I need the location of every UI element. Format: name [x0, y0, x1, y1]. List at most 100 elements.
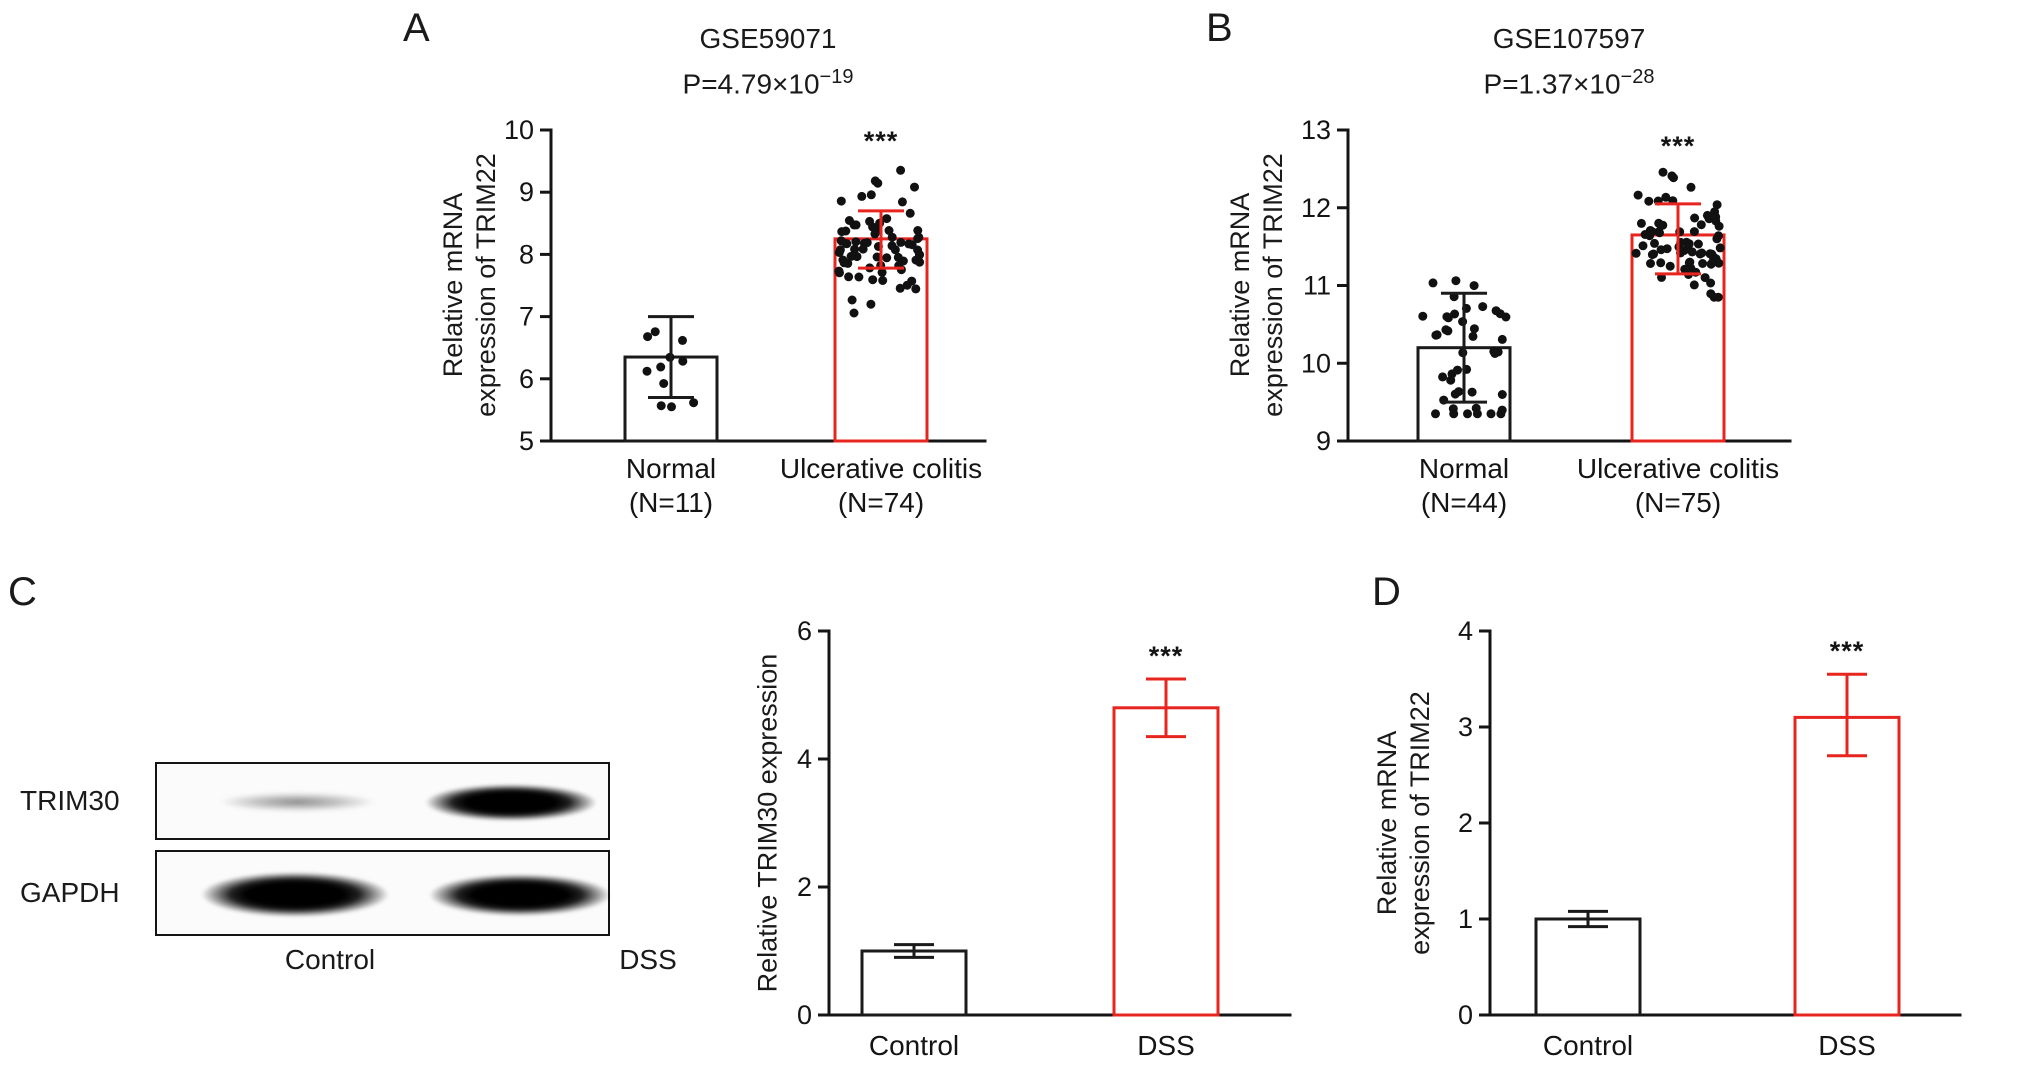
y-tick-label: 11: [1303, 271, 1331, 301]
scatter-point: [1700, 273, 1710, 283]
scatter-point: [847, 295, 857, 305]
scatter-point: [1631, 248, 1641, 258]
significance-stars: ***: [1830, 636, 1865, 666]
y-tick-label: 0: [797, 1000, 812, 1030]
panel-c-ylabel-line1: Relative TRIM30 expression: [752, 653, 783, 993]
scatter-point: [905, 208, 915, 218]
scatter-point: [907, 240, 917, 250]
panel-b-ylabel: Relative mRNA expression of TRIM22: [1224, 153, 1290, 417]
panel-a-pvalue-base: P=4.79×10: [682, 68, 820, 100]
trim30-blot-strip: [155, 762, 610, 840]
scatter-point: [1478, 302, 1488, 312]
scatter-point: [1706, 278, 1716, 288]
scatter-point: [839, 258, 849, 268]
scatter-point: [1450, 389, 1460, 399]
scatter-point: [1468, 331, 1478, 341]
scatter-point: [849, 308, 859, 318]
scatter-point: [1453, 365, 1462, 375]
y-tick-label: 13: [1301, 115, 1331, 145]
panel-b-ylabel-line2: expression of TRIM22: [1258, 153, 1288, 417]
panel-a-letter: A: [403, 6, 430, 50]
panel-d-letter: D: [1372, 570, 1401, 614]
y-tick-label: 0: [1458, 1000, 1473, 1030]
blot-col-label-dss: DSS: [619, 944, 677, 975]
scatter-point: [878, 276, 888, 285]
scatter-point: [667, 402, 676, 412]
scatter-point: [1432, 330, 1442, 340]
panel-b-letter: B: [1206, 6, 1233, 50]
scatter-point: [887, 232, 897, 242]
scatter-point: [1438, 372, 1448, 382]
scatter-point: [1472, 409, 1482, 419]
y-tick-label: 12: [1301, 193, 1331, 223]
scatter-point: [1661, 192, 1671, 202]
panel-a-ylabel: Relative mRNA expression of TRIM22: [437, 153, 503, 417]
scatter-point: [678, 356, 688, 366]
scatter-point: [866, 190, 876, 200]
scatter-point: [1713, 292, 1723, 302]
panel-b-pvalue-base: P=1.37×10: [1483, 68, 1621, 100]
scatter-point: [1715, 243, 1725, 253]
y-tick-label: 9: [1316, 426, 1331, 456]
scatter-point: [1689, 227, 1699, 237]
panel-d-ylabel-line2: expression of TRIM22: [1405, 691, 1435, 955]
scatter-point: [870, 176, 880, 186]
scatter-point: [1689, 280, 1699, 290]
scatter-point: [1428, 278, 1438, 288]
scatter-point: [1687, 247, 1697, 257]
panel-d-ylabel: Relative mRNA expression of TRIM22: [1371, 691, 1437, 955]
scatter-point: [1649, 249, 1659, 259]
scatter-point: [1491, 306, 1501, 316]
scatter-point: [1636, 218, 1646, 228]
scatter-point: [854, 272, 864, 282]
scatter-point: [1714, 231, 1723, 241]
scatter-point: [1656, 245, 1666, 255]
scatter-point: [870, 229, 880, 239]
scatter-point: [650, 327, 660, 337]
scatter-point: [1693, 239, 1703, 249]
scatter-point: [689, 398, 699, 408]
panel-a-header: GSE59071 P=4.79×10−19: [683, 20, 854, 103]
scatter-point: [1696, 220, 1706, 230]
scatter-point: [1497, 390, 1507, 399]
scatter-point: [851, 237, 861, 247]
scatter-point: [1650, 238, 1659, 248]
scatter-point: [868, 275, 878, 285]
scatter-point: [1497, 334, 1507, 344]
scatter-point: [1665, 261, 1675, 271]
scatter-point: [882, 253, 892, 263]
panel-b-header: GSE107597 P=1.37×10−28: [1484, 20, 1655, 103]
scatter-point: [643, 332, 653, 342]
bar: [1112, 706, 1220, 1017]
x-category-label: Ulcerative colitis: [780, 453, 982, 484]
scatter-point: [910, 182, 919, 192]
trim30-control-band-image: [215, 792, 380, 812]
y-tick-label: 9: [519, 177, 534, 207]
scatter-point: [913, 226, 923, 235]
y-tick-label: 4: [797, 744, 812, 774]
significance-stars: ***: [864, 126, 899, 156]
y-tick-label: 3: [1458, 712, 1473, 742]
scatter-point: [866, 299, 876, 309]
x-category-sublabel: (N=75): [1635, 487, 1721, 518]
scatter-point: [858, 244, 868, 254]
bar: [1793, 715, 1901, 1017]
scatter-point: [1690, 213, 1700, 223]
x-category-label: Control: [869, 1030, 959, 1061]
blot-row-label-gapdh: GAPDH: [20, 877, 120, 908]
scatter-point: [1501, 312, 1511, 322]
y-tick-label: 4: [1458, 616, 1473, 646]
scatter-point: [1451, 276, 1461, 286]
scatter-point: [834, 248, 844, 257]
gapdh-dss-band-image: [429, 874, 611, 916]
scatter-point: [1449, 409, 1459, 419]
scatter-point: [1655, 228, 1664, 238]
scatter-point: [1644, 196, 1654, 206]
scatter-point: [1683, 265, 1693, 275]
panel-a-pvalue: P=4.79×10−19: [683, 58, 854, 103]
scatter-point: [1463, 409, 1472, 419]
scatter-point: [1486, 409, 1496, 419]
y-tick-label: 8: [519, 239, 534, 269]
